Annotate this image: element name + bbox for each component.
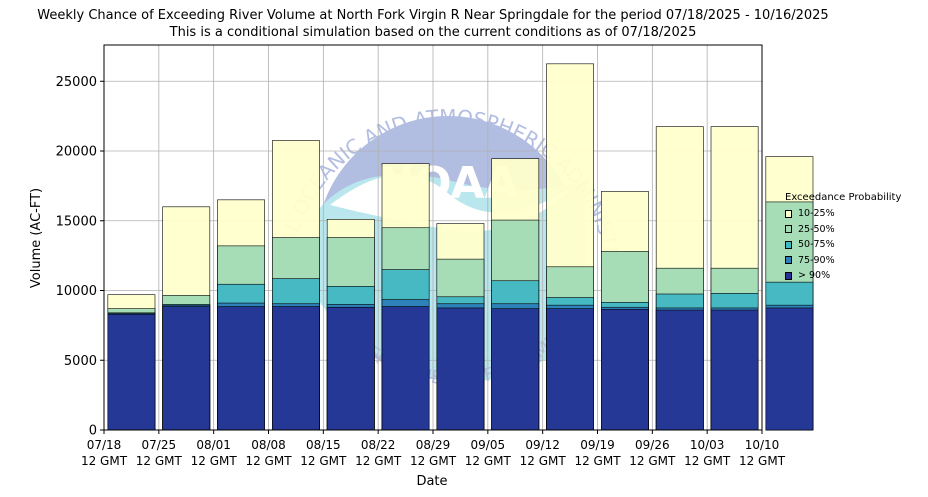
x-tick-label: 07/18 [87,438,122,452]
legend-swatch [785,256,792,265]
bar-segment [710,309,759,431]
y-axis-label: Volume (AC-FT) [29,188,44,288]
chart-legend: Exceedance Probability 10-25% 25-50% 50-75… [785,192,901,284]
legend-item: 50-75% [785,237,901,253]
x-tick-label: 08/15 [306,438,341,452]
legend-swatch [785,240,792,249]
y-tick-label: 15000 [56,214,97,229]
y-tick-label: 10000 [56,284,97,299]
bar-segment [217,306,265,431]
x-tick-label: 08/29 [416,438,451,452]
legend-swatch [785,209,792,218]
x-tick-label-time: 12 GMT [684,454,731,468]
bar-segment [546,308,594,431]
x-tick-label: 08/01 [196,438,231,452]
x-tick-label: 09/19 [580,438,615,452]
legend-label: 75-90% [798,254,835,266]
x-tick-label-time: 12 GMT [81,454,128,468]
y-tick-label: 0 [89,424,97,439]
bar-segment [601,309,649,431]
x-tick-label-time: 12 GMT [355,454,402,468]
legend-label: > 90% [798,270,831,282]
x-tick-label: 09/12 [525,438,560,452]
legend-item: 75-90% [785,253,901,269]
x-tick-label-time: 12 GMT [245,454,292,468]
x-tick-label: 09/05 [471,438,506,452]
legend-label: 25-50% [798,223,835,235]
chart-axes: 0 5000 10000 15000 20000 25000 07/18 12 GMT 07/2… [56,44,786,468]
legend-swatch [785,225,792,234]
x-tick-label-time: 12 GMT [410,454,457,468]
legend-title: Exceedance Probability [785,192,902,203]
chart-bars [107,63,814,431]
bar-segment [326,306,375,431]
x-tick-label: 09/26 [635,438,670,452]
y-tick-label: 25000 [56,75,97,90]
legend-item: 25-50% [785,222,901,238]
bar-segment [107,313,156,431]
y-tick-label: 5000 [64,354,97,369]
x-tick-label-time: 12 GMT [300,454,347,468]
chart-title: Weekly Chance of Exceeding River Volume … [37,8,829,23]
x-tick-label: 07/25 [142,438,177,452]
x-tick-label-time: 12 GMT [574,454,621,468]
bar-segment [491,308,540,431]
x-axis-label: Date [416,474,447,489]
legend-label: 50-75% [798,239,835,251]
legend-item: 10-25% [785,206,901,222]
x-tick-label-time: 12 GMT [465,454,512,468]
x-tick-label: 08/22 [361,438,396,452]
bar-segment [765,307,814,431]
x-tick-label: 10/03 [690,438,725,452]
x-tick-label-time: 12 GMT [629,454,676,468]
bar-segment [162,306,211,431]
x-tick-label-time: 12 GMT [191,454,238,468]
legend-label: 10-25% [798,208,835,220]
y-tick-label: 20000 [56,145,97,160]
x-tick-label-time: 12 GMT [520,454,567,468]
chart-subtitle: This is a conditional simulation based o… [169,25,697,40]
bar-segment [436,307,485,431]
x-tick-label: 10/10 [745,438,780,452]
bar-segment [655,309,704,431]
x-tick-label: 08/08 [251,438,286,452]
bar-segment [381,306,430,431]
legend-swatch [785,271,792,280]
x-tick-label-time: 12 GMT [739,454,786,468]
bar-segment [272,306,320,431]
legend-item: > 90% [785,268,901,284]
x-tick-label-time: 12 GMT [136,454,183,468]
